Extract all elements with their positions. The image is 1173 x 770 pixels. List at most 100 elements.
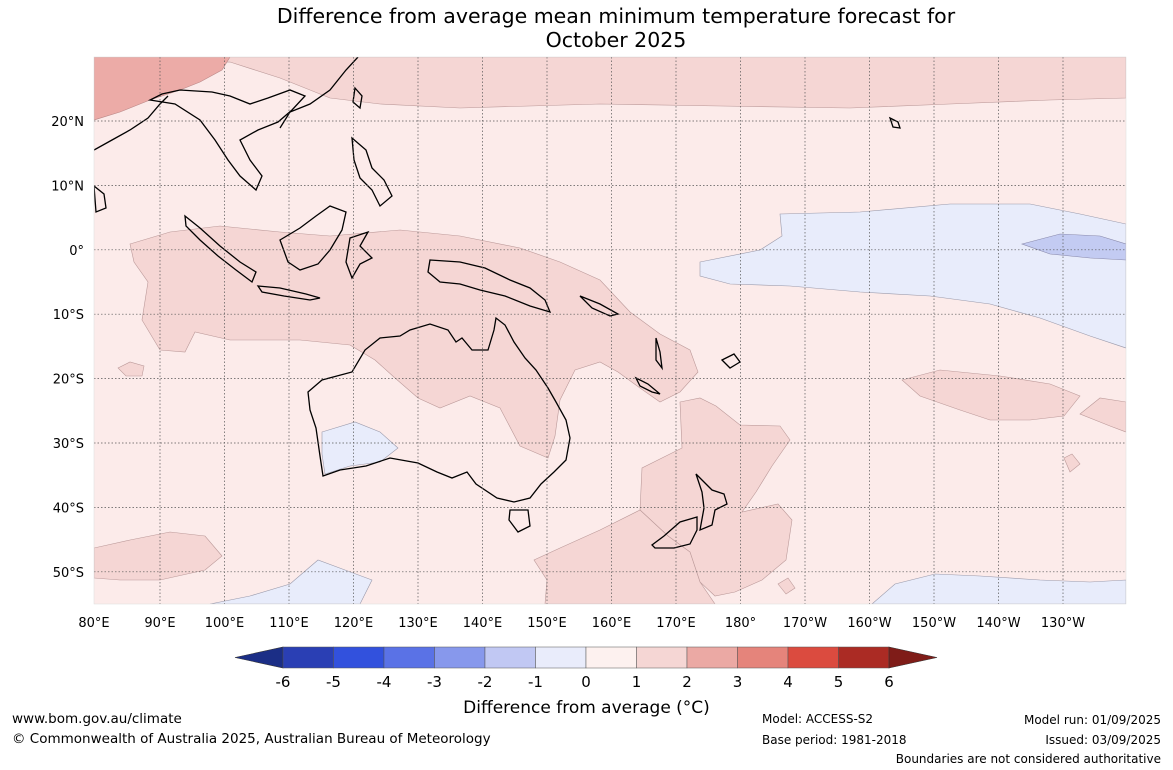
colorbar-title: Difference from average (°C) bbox=[463, 698, 710, 718]
latitude-label: 20°S bbox=[53, 373, 84, 388]
colorbar-segment bbox=[434, 646, 486, 669]
base-period: Base period: 1981-2018 bbox=[762, 733, 907, 747]
colorbar-segment bbox=[282, 646, 334, 669]
anomaly-region-equatorial-pacific-cool bbox=[699, 203, 1126, 349]
colorbar-segment bbox=[333, 646, 385, 669]
latitude-label: 10°N bbox=[51, 179, 84, 194]
longitude-label: 120°E bbox=[334, 616, 374, 631]
colorbar-tick-label: 6 bbox=[884, 673, 894, 691]
colorbar-tick-label: -2 bbox=[478, 673, 493, 691]
longitude-label: 140°W bbox=[976, 616, 1020, 631]
longitude-gridlines bbox=[159, 57, 1064, 604]
hawaii-outline bbox=[888, 116, 901, 129]
longitude-label: 150°E bbox=[527, 616, 567, 631]
china-coast-outline bbox=[279, 57, 359, 129]
colorbar-segment bbox=[686, 646, 738, 669]
latitude-labels: 20°N 10°N 0° 10°S 20°S 30°S 40°S 50°S bbox=[51, 115, 84, 581]
colorbar-segment bbox=[636, 646, 688, 669]
vanuatu-outline bbox=[655, 337, 663, 371]
colorbar-segment bbox=[787, 646, 839, 669]
new-caledonia-outline bbox=[634, 376, 661, 395]
anomaly-region-indian-ocean-south bbox=[94, 531, 223, 581]
longitude-label: 110°E bbox=[269, 616, 309, 631]
sulawesi-outline bbox=[345, 230, 374, 280]
colorbar-segment bbox=[838, 646, 890, 669]
colorbar-tick-label: -3 bbox=[427, 673, 442, 691]
fiji-outline bbox=[720, 353, 741, 369]
colorbar: -6 -5 -4 -3 -2 -1 0 1 2 3 4 5 6 bbox=[234, 646, 938, 691]
longitude-label: 140°E bbox=[463, 616, 503, 631]
anomaly-region-southern-ocean-cool bbox=[209, 559, 373, 604]
longitude-label: 150°W bbox=[912, 616, 956, 631]
map-title: Difference from average mean minimum tem… bbox=[0, 4, 1173, 52]
colorbar-tick-label: 2 bbox=[682, 673, 692, 691]
longitude-labels: 80°E 90°E 100°E 110°E 120°E 130°E 140°E 150°E 16… bbox=[78, 616, 1085, 631]
new-guinea-outline bbox=[427, 259, 552, 314]
anomaly-region-far-east bbox=[1079, 397, 1126, 433]
longitude-label: 180° bbox=[725, 616, 756, 631]
title-line-2: October 2025 bbox=[545, 28, 687, 52]
longitude-label: 170°W bbox=[783, 616, 827, 631]
colorbar-tick-label: -5 bbox=[326, 673, 341, 691]
anomaly-region-equatorial-core-cool bbox=[1020, 233, 1126, 261]
anomaly-region-tasman bbox=[533, 509, 716, 604]
model-run-date: Model run: 01/09/2025 bbox=[1023, 713, 1161, 727]
colorbar-tick-label: 5 bbox=[834, 673, 844, 691]
colorbar-arrow-high bbox=[888, 646, 938, 669]
new-zealand-north-outline bbox=[695, 473, 728, 532]
tasmania-outline bbox=[508, 509, 531, 533]
latitude-label: 10°S bbox=[53, 308, 84, 323]
anomaly-region-small-west bbox=[117, 361, 145, 377]
colorbar-segment bbox=[737, 646, 789, 669]
boundary-disclaimer: Boundaries are not considered authoritat… bbox=[895, 752, 1161, 766]
copyright-text: © Commonwealth of Australia 2025, Austra… bbox=[12, 731, 491, 747]
colorbar-tick-label: 1 bbox=[632, 673, 642, 691]
australia-outline bbox=[307, 316, 571, 503]
latitude-label: 20°N bbox=[51, 115, 84, 130]
longitude-label: 130°W bbox=[1041, 616, 1085, 631]
colorbar-segment bbox=[585, 646, 637, 669]
longitude-label: 80°E bbox=[78, 616, 109, 631]
colorbar-tick-label: 0 bbox=[581, 673, 591, 691]
anomaly-region-southern-pacific-cool bbox=[871, 573, 1126, 604]
new-zealand-south-outline bbox=[651, 516, 698, 549]
anomaly-region-maritime-continent bbox=[129, 225, 699, 459]
colorbar-arrow-low bbox=[234, 646, 284, 669]
colorbar-tick-label: 4 bbox=[783, 673, 793, 691]
indochina-outline bbox=[147, 89, 307, 192]
longitude-label: 100°E bbox=[205, 616, 245, 631]
java-outline bbox=[256, 285, 321, 301]
anomaly-region-east-pacific bbox=[901, 369, 1081, 421]
colorbar-segment bbox=[535, 646, 587, 669]
land-outlines bbox=[94, 57, 901, 549]
longitude-label: 170°E bbox=[656, 616, 696, 631]
anomaly-region-small-east bbox=[1063, 453, 1081, 473]
colorbar-tick-label: 3 bbox=[733, 673, 743, 691]
philippines-outline bbox=[351, 136, 393, 208]
borneo-outline bbox=[279, 205, 347, 271]
map-frame bbox=[93, 56, 1127, 605]
website-link[interactable]: www.bom.gov.au/climate bbox=[12, 711, 182, 727]
longitude-label: 130°E bbox=[398, 616, 438, 631]
latitude-label: 50°S bbox=[53, 566, 84, 581]
solomon-outline bbox=[579, 295, 620, 317]
issued-date: Issued: 03/09/2025 bbox=[1045, 733, 1161, 747]
anomaly-region-small-south bbox=[777, 577, 796, 595]
title-line-1: Difference from average mean minimum tem… bbox=[276, 4, 956, 28]
longitude-label: 160°E bbox=[592, 616, 632, 631]
latitude-label: 40°S bbox=[53, 501, 84, 516]
india-coast-outline bbox=[94, 95, 169, 151]
model-name: Model: ACCESS-S2 bbox=[762, 712, 874, 726]
colorbar-segment bbox=[383, 646, 435, 669]
sumatra-outline bbox=[184, 214, 257, 284]
colorbar-tick-label: -1 bbox=[528, 673, 543, 691]
taiwan-outline bbox=[352, 86, 363, 110]
latitude-label: 30°S bbox=[53, 437, 84, 452]
colorbar-tick-label: -4 bbox=[377, 673, 392, 691]
latitude-label: 0° bbox=[69, 244, 84, 259]
longitude-label: 90°E bbox=[144, 616, 175, 631]
latitude-gridlines bbox=[94, 120, 1126, 573]
colorbar-tick-label: -6 bbox=[276, 673, 291, 691]
colorbar-segment bbox=[484, 646, 536, 669]
